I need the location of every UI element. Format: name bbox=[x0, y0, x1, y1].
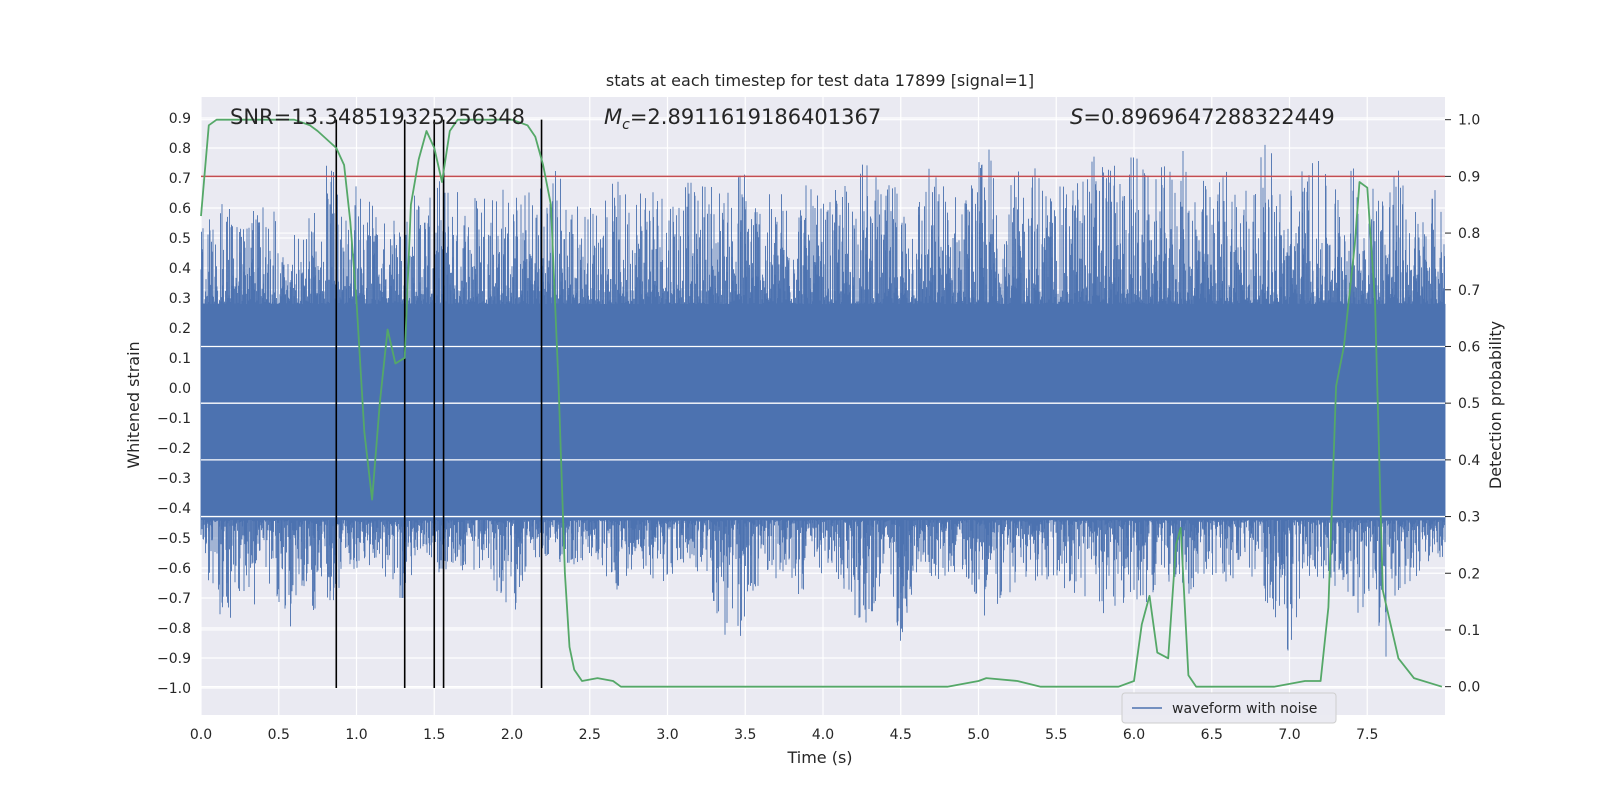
x-tick-label: 6.5 bbox=[1201, 727, 1223, 743]
x-axis-label: Time (s) bbox=[786, 748, 852, 767]
x-tick-label: 2.5 bbox=[579, 727, 601, 743]
x-tick-label: 0.0 bbox=[190, 727, 212, 743]
y-tick-label: −0.3 bbox=[157, 471, 191, 487]
y-tick-label: −1.0 bbox=[157, 681, 191, 697]
x-tick-label: 6.0 bbox=[1123, 727, 1145, 743]
y-tick-label: −0.2 bbox=[157, 441, 191, 457]
vertical-markers bbox=[335, 119, 543, 688]
y2-tick-label: 0.6 bbox=[1458, 339, 1480, 355]
y-tick-label: −0.9 bbox=[157, 651, 191, 667]
y-tick-label: 0.5 bbox=[169, 231, 191, 247]
s-statistic-value: =0.8969647288322449 bbox=[1083, 105, 1334, 129]
strain-waveform bbox=[200, 144, 1446, 657]
x-tick-label: 7.0 bbox=[1278, 727, 1300, 743]
y-tick-label: 0.9 bbox=[169, 111, 191, 127]
y-tick-label: −0.4 bbox=[157, 501, 191, 517]
legend-box bbox=[1121, 692, 1337, 724]
y2-tick-label: 0.3 bbox=[1458, 510, 1480, 526]
snr-annotation: SNR=13.348519325256348 bbox=[230, 105, 525, 129]
x-tick-label: 4.5 bbox=[890, 727, 912, 743]
x-tick-label: 5.0 bbox=[967, 727, 989, 743]
x-tick-label: 5.5 bbox=[1045, 727, 1067, 743]
chirp-mass-annotation: Mc=2.8911619186401367 bbox=[604, 105, 881, 133]
chart-title: stats at each timestep for test data 178… bbox=[606, 71, 1034, 90]
y-tick-label: 0.4 bbox=[169, 261, 191, 277]
y2-tick-label: 1.0 bbox=[1458, 113, 1480, 129]
chirp-mass-value: =2.8911619186401367 bbox=[630, 105, 881, 129]
legend-label: waveform with noise bbox=[1172, 701, 1317, 717]
s-statistic-annotation: S=0.8969647288322449 bbox=[1070, 105, 1335, 129]
y2-tick-label: 0.9 bbox=[1458, 169, 1480, 185]
y-tick-label: 0.7 bbox=[169, 171, 191, 187]
y-tick-label: 0.0 bbox=[169, 381, 191, 397]
y2-tick-label: 0.0 bbox=[1458, 680, 1480, 696]
y2-tick-label: 0.1 bbox=[1458, 623, 1480, 639]
y2-tick-label: 0.2 bbox=[1458, 566, 1480, 582]
y2-tick-label: 0.5 bbox=[1458, 396, 1480, 412]
y-tick-label: −0.5 bbox=[157, 531, 191, 547]
detection-probability-line bbox=[200, 118, 1443, 688]
y2-axis-ticks: 1.0 0.9 0.8 0.7 0.6 0.5 0.4 0.3 0.2 0.1 0.0 bbox=[1445, 113, 1480, 696]
legend: waveform with noise bbox=[1121, 692, 1337, 724]
y-tick-label: 0.3 bbox=[169, 291, 191, 307]
y-tick-label: −0.8 bbox=[157, 621, 191, 637]
y2-tick-label: 0.8 bbox=[1458, 226, 1480, 242]
y-tick-label: 0.2 bbox=[169, 321, 191, 337]
y-tick-label: −0.7 bbox=[157, 591, 191, 607]
y-tick-label: −0.1 bbox=[157, 411, 191, 427]
strain-dense-band bbox=[201, 304, 1445, 520]
x-tick-label: 2.0 bbox=[501, 727, 523, 743]
x-axis-ticks: 0.0 0.5 1.0 1.5 2.0 2.5 3.0 3.5 4.0 4.5 5.0 5.5 6.0 6… bbox=[190, 727, 1379, 743]
x-tick-label: 4.0 bbox=[812, 727, 834, 743]
y-axis-ticks: 0.9 0.8 0.7 0.6 0.5 0.4 0.3 0.2 0.1 0.0 −0.1 −0.2 −0… bbox=[157, 111, 191, 697]
y-tick-label: 0.1 bbox=[169, 351, 191, 367]
x-tick-label: 1.5 bbox=[423, 727, 445, 743]
x-tick-label: 3.0 bbox=[656, 727, 678, 743]
chirp-mass-subscript: c bbox=[622, 117, 630, 133]
x-tick-label: 1.0 bbox=[345, 727, 367, 743]
y-axis-label: Whitened strain bbox=[124, 341, 143, 468]
y2-tick-label: 0.4 bbox=[1458, 453, 1480, 469]
y2-tick-label: 0.7 bbox=[1458, 283, 1480, 299]
chirp-mass-symbol: M bbox=[604, 105, 622, 129]
x-tick-label: 7.5 bbox=[1356, 727, 1378, 743]
x-tick-label: 0.5 bbox=[268, 727, 290, 743]
probability-series bbox=[200, 118, 1443, 688]
s-statistic-symbol: S bbox=[1070, 105, 1083, 129]
y-tick-label: −0.6 bbox=[157, 561, 191, 577]
y-tick-label: 0.6 bbox=[169, 201, 191, 217]
y2-axis-label: Detection probability bbox=[1486, 321, 1505, 489]
y-tick-label: 0.8 bbox=[169, 141, 191, 157]
x-tick-label: 3.5 bbox=[734, 727, 756, 743]
